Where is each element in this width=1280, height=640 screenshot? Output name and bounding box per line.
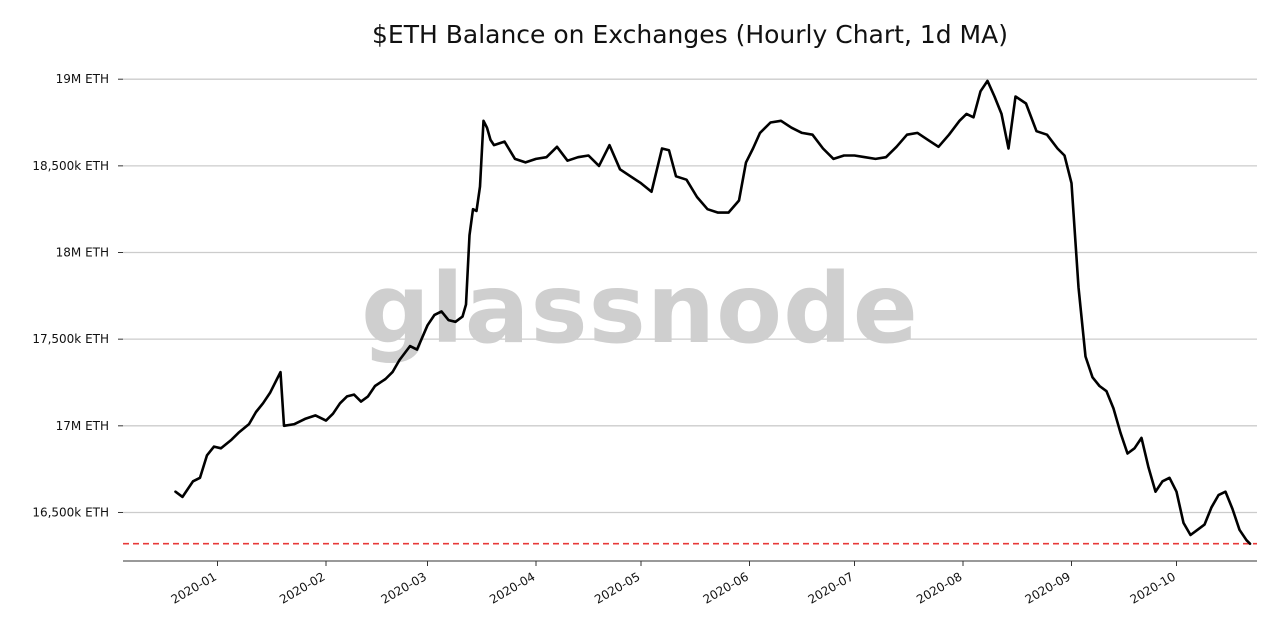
series-line [174, 79, 1252, 545]
y-tick-label: 18M ETH [56, 246, 109, 260]
x-tick-label: 2020-02 [277, 569, 327, 606]
y-tick-label: 19M ETH [56, 72, 109, 86]
x-tick-label: 2020-05 [592, 569, 642, 606]
x-tick-label: 2020-04 [487, 569, 537, 606]
y-tick-label: 16,500k ETH [32, 505, 109, 519]
y-axis-ticks: 16,500k ETH 17M ETH 17,500k ETH 18M ETH 18,5… [32, 72, 123, 519]
y-tick-label: 17,500k ETH [32, 332, 109, 346]
x-tick-label: 2020-06 [701, 569, 751, 606]
x-tick-label: 2020-01 [169, 569, 219, 606]
x-tick-label: 2020-08 [914, 569, 964, 606]
gridlines [123, 78, 1257, 514]
y-tick-label: 18,500k ETH [32, 159, 109, 173]
x-tick-label: 2020-03 [379, 569, 429, 606]
x-axis-ticks: 2020-01 2020-02 2020-03 2020-04 2020-05 2020-… [169, 561, 1178, 607]
watermark: glassnode [361, 253, 919, 365]
x-tick-label: 2020-07 [806, 569, 856, 606]
x-tick-label: 2020-10 [1128, 569, 1178, 606]
chart-title: $ETH Balance on Exchanges (Hourly Chart,… [372, 20, 1008, 49]
y-tick-label: 17M ETH [56, 419, 109, 433]
x-tick-label: 2020-09 [1023, 569, 1073, 606]
